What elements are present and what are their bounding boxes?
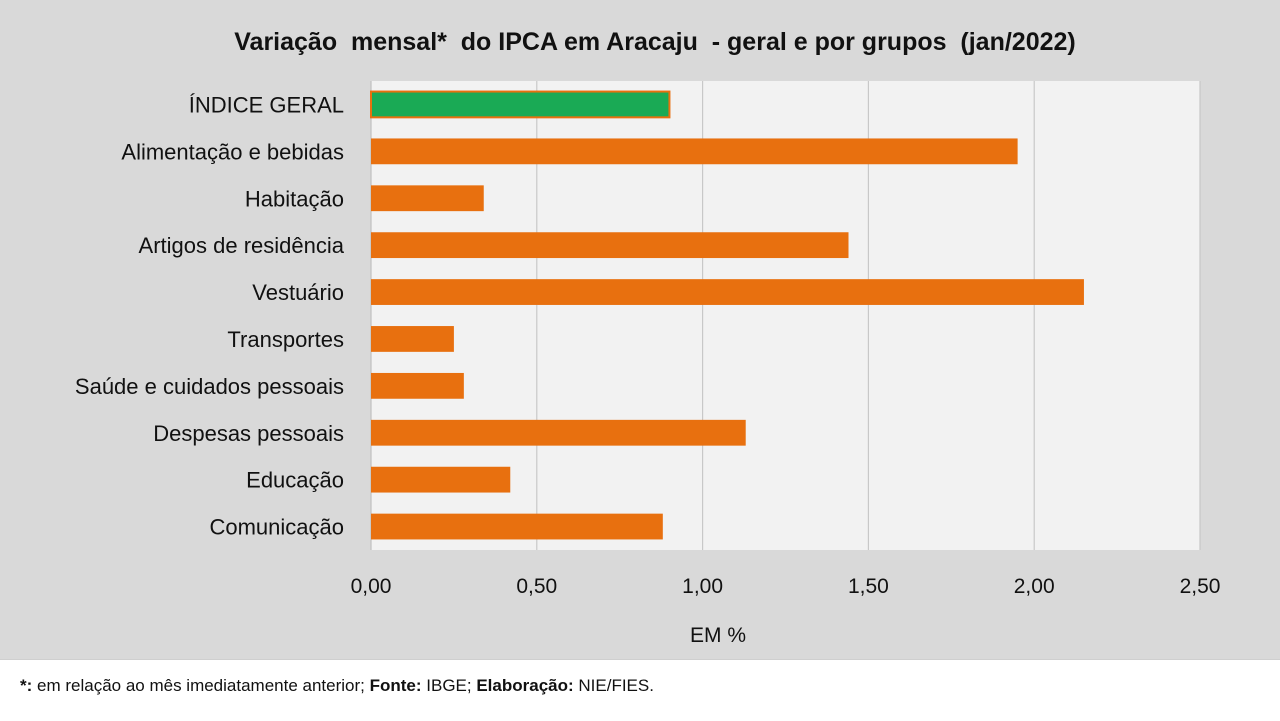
footnote-mark: *: [20, 676, 33, 695]
category-label: Comunicação [209, 515, 344, 540]
x-tick-label: 0,50 [516, 575, 557, 598]
category-label: Educação [246, 468, 344, 493]
category-label: Alimentação e bebidas [121, 139, 344, 164]
category-label: Saúde e cuidados pessoais [75, 374, 344, 399]
chart-title: Variação mensal* do IPCA em Aracaju - ge… [234, 28, 1076, 56]
x-tick-label: 2,00 [1014, 575, 1055, 598]
chart-background: Variação mensal* do IPCA em Aracaju - ge… [0, 0, 1280, 659]
footnote-credit-label: Elaboração: [476, 676, 574, 695]
x-tick-label: 1,50 [848, 575, 889, 598]
x-tick-labels: 0,00 0,50 1,00 1,50 2,00 2,50 [351, 575, 1221, 598]
bar [371, 185, 484, 212]
x-tick-label: 0,00 [351, 575, 392, 598]
bar [371, 279, 1084, 305]
footnote: *: em relação ao mês imediatamente anter… [20, 676, 654, 696]
x-axis-label: EM % [690, 624, 746, 647]
category-labels: ÍNDICE GERAL Alimentação e bebidas Habitaç… [75, 92, 345, 539]
x-tick-label: 2,50 [1180, 575, 1221, 598]
footnote-credit: NIE/FIES. [573, 676, 654, 695]
bar [371, 513, 663, 540]
bar [371, 232, 849, 259]
bar [371, 372, 464, 399]
bar [371, 419, 746, 446]
bar [371, 326, 454, 352]
bar [370, 90, 671, 119]
category-label: Artigos de residência [139, 233, 345, 258]
category-label: Despesas pessoais [153, 421, 344, 446]
category-label: ÍNDICE GERAL [189, 92, 344, 117]
x-tick-label: 1,00 [682, 575, 723, 598]
category-label: Vestuário [252, 280, 344, 305]
bar [371, 466, 511, 493]
ipca-bar-chart: Variação mensal* do IPCA em Aracaju - ge… [75, 28, 1221, 647]
bars [370, 90, 1084, 540]
category-label: Transportes [227, 327, 344, 352]
category-label: Habitação [245, 186, 344, 211]
footnote-bar: *: em relação ao mês imediatamente anter… [0, 659, 1280, 721]
footnote-text: em relação ao mês imediatamente anterior… [32, 676, 370, 695]
bar [371, 138, 1018, 165]
footnote-source-label: Fonte: [369, 676, 422, 695]
footnote-source: IBGE; [421, 676, 477, 695]
